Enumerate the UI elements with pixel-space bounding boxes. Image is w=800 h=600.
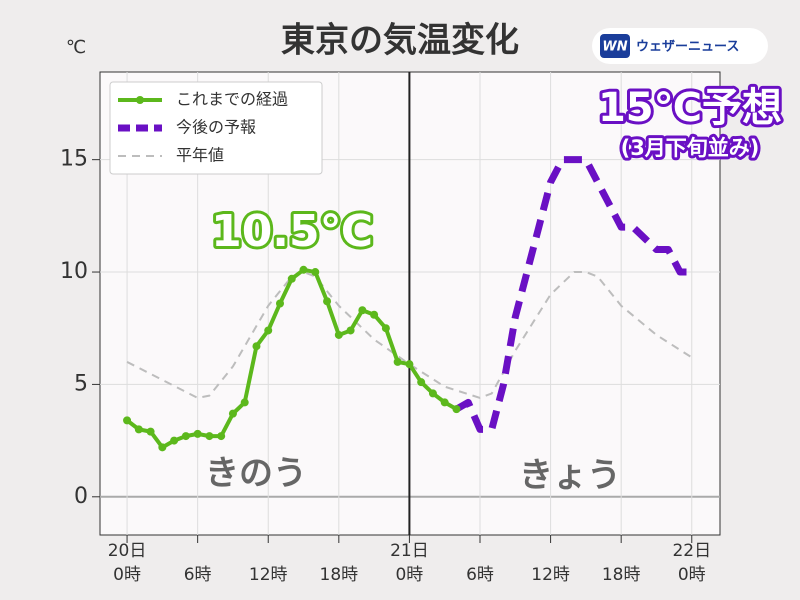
data-point (311, 268, 320, 277)
y-tick-label: 15 (60, 147, 88, 172)
x-tick-label: 0時 (395, 565, 423, 585)
y-tick-label: 5 (74, 371, 88, 396)
data-point (228, 409, 237, 418)
chart-title: 東京の気温変化 (281, 21, 519, 61)
legend-label: 平年値 (176, 146, 224, 165)
day-label: きのう (205, 454, 307, 494)
logo-icon-box (600, 34, 630, 58)
x-tick-label: 6時 (466, 565, 494, 585)
data-point (428, 389, 437, 398)
data-point (217, 432, 226, 441)
data-point (287, 274, 296, 283)
data-point (440, 398, 449, 407)
legend-marker (136, 96, 144, 104)
series-line (126, 271, 693, 399)
data-point (146, 427, 155, 436)
legend-label: 今後の予報 (176, 118, 256, 137)
forecast-note: (3月下旬並み) (621, 136, 760, 160)
data-point (170, 436, 179, 445)
max-annotation: 10.5℃ (211, 206, 373, 257)
data-point (381, 324, 390, 333)
data-point (299, 265, 308, 274)
data-point (346, 326, 355, 335)
data-point (205, 432, 214, 441)
data-point (323, 297, 332, 306)
logo-box (592, 28, 768, 64)
data-point (158, 443, 167, 452)
forecast-annotation: 15℃予想 (598, 85, 782, 131)
day-label: きょう (519, 456, 621, 496)
logo: WN ウェザーニュース (592, 28, 768, 64)
x-tick-label: 0時 (113, 565, 141, 585)
x-tick-label: 12時 (531, 565, 570, 585)
data-point (264, 326, 273, 335)
data-point (417, 378, 426, 387)
data-point (123, 416, 132, 425)
data-point (393, 357, 402, 366)
x-tick-label: 0時 (678, 565, 706, 585)
y-tick-label: 10 (60, 259, 88, 284)
y-axis-label: ℃ (66, 37, 86, 58)
data-point (240, 398, 249, 407)
x-tick-label: 18時 (602, 565, 641, 585)
data-point (193, 429, 202, 438)
legend-box (109, 81, 323, 175)
x-tick-label: 21日 (390, 541, 429, 561)
logo-icon: WN (602, 40, 627, 55)
data-point (181, 432, 190, 441)
series-line (454, 156, 692, 433)
data-point (334, 330, 343, 339)
data-point (134, 425, 143, 434)
logo-text: ウェザーニュース (636, 40, 739, 55)
data-point (370, 310, 379, 319)
x-tick-label: 6時 (184, 565, 212, 585)
data-point (405, 360, 414, 369)
data-point (252, 342, 261, 351)
x-tick-label: 20日 (108, 541, 147, 561)
legend-label: これまでの経過 (176, 90, 288, 109)
data-point (452, 405, 461, 414)
data-point (358, 306, 367, 315)
x-tick-label: 12時 (249, 565, 288, 585)
x-tick-label: 22日 (672, 541, 711, 561)
data-point (276, 299, 284, 308)
x-tick-label: 18時 (320, 565, 359, 585)
y-tick-label: 0 (74, 484, 88, 509)
